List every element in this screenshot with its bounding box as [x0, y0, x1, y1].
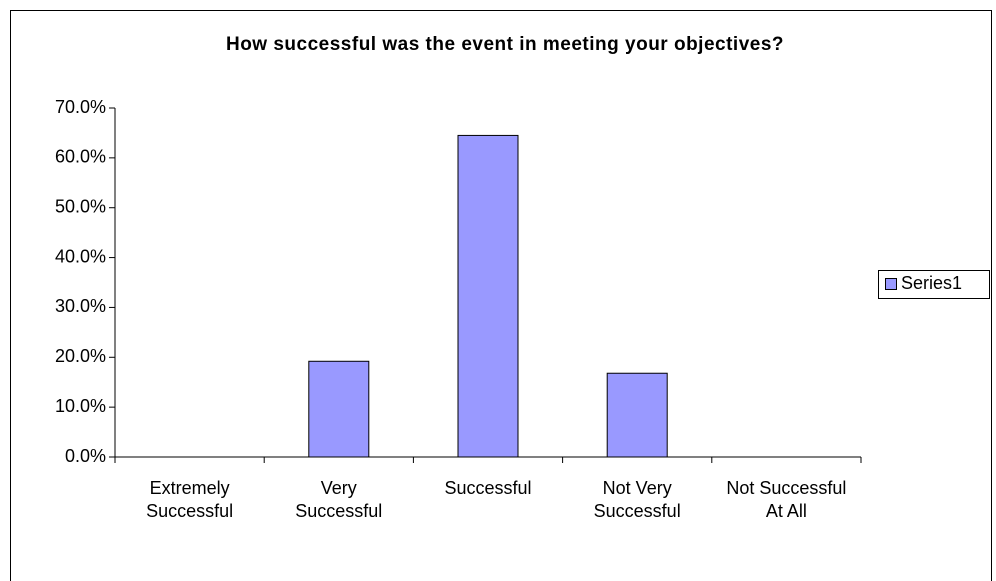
bar [457, 134, 519, 458]
x-tick-label: Not Successful At All [726, 478, 847, 521]
y-tick-label: 50.0% [55, 196, 106, 216]
y-tick-label: 30.0% [55, 296, 106, 316]
legend-swatch [885, 278, 897, 290]
x-tick-label: Extremely Successful [146, 478, 234, 521]
x-tick-label: Successful [444, 478, 532, 498]
legend-label: Series1 [901, 273, 962, 293]
x-tick-label: Very Successful [295, 478, 383, 521]
y-tick-label: 60.0% [55, 147, 106, 167]
y-tick-label: 0.0% [65, 446, 106, 466]
y-tick-label: 10.0% [55, 396, 106, 416]
chart-title: How successful was the event in meeting … [226, 34, 784, 55]
x-tick-label: Not Very Successful [593, 478, 681, 521]
y-tick-label: 20.0% [55, 346, 106, 366]
bar [606, 372, 668, 458]
y-tick-label: 40.0% [55, 246, 106, 266]
bar [308, 360, 370, 458]
y-tick-label: 70.0% [55, 97, 106, 117]
